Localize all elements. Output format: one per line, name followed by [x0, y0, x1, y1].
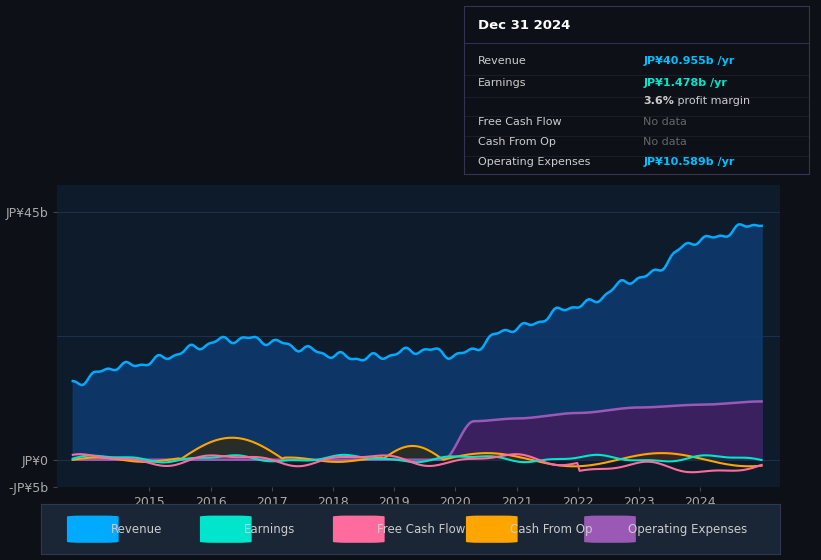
Text: Cash From Op: Cash From Op	[511, 522, 593, 536]
Text: Revenue: Revenue	[112, 522, 163, 536]
Text: No data: No data	[643, 116, 687, 127]
FancyBboxPatch shape	[333, 516, 384, 543]
Text: profit margin: profit margin	[674, 96, 750, 106]
Text: Earnings: Earnings	[478, 78, 526, 88]
FancyBboxPatch shape	[200, 516, 252, 543]
Text: JP¥40.955b /yr: JP¥40.955b /yr	[643, 56, 735, 66]
FancyBboxPatch shape	[585, 516, 636, 543]
FancyBboxPatch shape	[67, 516, 119, 543]
Text: 3.6%: 3.6%	[643, 96, 674, 106]
Text: Operating Expenses: Operating Expenses	[478, 157, 590, 167]
Text: Cash From Op: Cash From Op	[478, 137, 556, 147]
Text: Earnings: Earnings	[245, 522, 296, 536]
Text: Dec 31 2024: Dec 31 2024	[478, 19, 570, 32]
Text: Revenue: Revenue	[478, 56, 526, 66]
Text: JP¥1.478b /yr: JP¥1.478b /yr	[643, 78, 727, 88]
FancyBboxPatch shape	[466, 516, 518, 543]
Text: JP¥10.589b /yr: JP¥10.589b /yr	[643, 157, 735, 167]
Text: Free Cash Flow: Free Cash Flow	[478, 116, 562, 127]
Text: Operating Expenses: Operating Expenses	[629, 522, 748, 536]
Text: Free Cash Flow: Free Cash Flow	[378, 522, 466, 536]
Text: No data: No data	[643, 137, 687, 147]
